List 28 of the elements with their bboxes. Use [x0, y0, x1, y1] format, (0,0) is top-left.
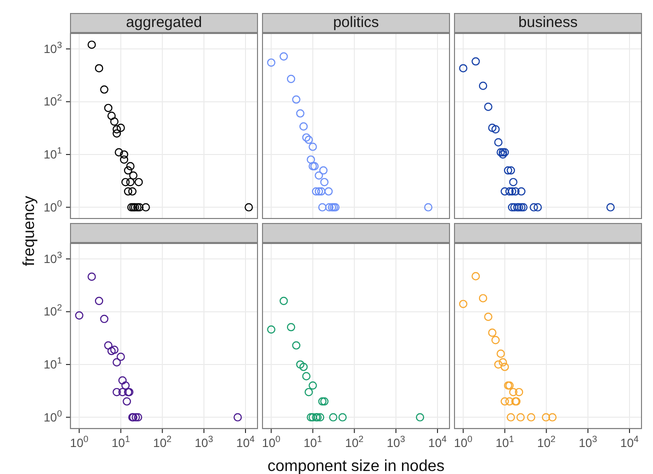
y-tick-label: 10$^{1}$ — [44, 355, 62, 372]
x-tick-label: 10$^{4}$ — [620, 434, 639, 450]
y-tick-label: 10$^{1}$ — [44, 145, 62, 162]
y-tick-label: 10$^{2}$ — [44, 92, 62, 109]
chart-title: aggregated — [126, 14, 202, 31]
y-tick-label: 10$^{3}$ — [44, 250, 62, 266]
x-tick-label: 10$^{4}$ — [428, 434, 447, 450]
chart-title: business — [518, 14, 578, 31]
x-axis-title: component size in nodes — [266, 458, 446, 474]
chart-title: politics — [333, 14, 379, 31]
x-tick-label: 10$^{4}$ — [236, 434, 255, 450]
x-tick-label: 10$^{2}$ — [537, 434, 556, 450]
x-tick-label: 10$^{0}$ — [262, 434, 280, 450]
x-tick-label: 10$^{3}$ — [386, 434, 406, 450]
y-tick-label: 10$^{2}$ — [44, 302, 62, 319]
x-tick-label: 10$^{2}$ — [345, 434, 364, 450]
y-tick-label: 10$^{3}$ — [44, 40, 62, 56]
x-tick-label: 10$^{3}$ — [578, 434, 598, 450]
x-tick-label: 10$^{1}$ — [112, 434, 130, 450]
x-tick-label: 10$^{1}$ — [304, 434, 322, 450]
x-tick-label: 10$^{0}$ — [454, 434, 472, 450]
x-tick-label: 10$^{0}$ — [70, 434, 88, 450]
x-tick-label: 10$^{2}$ — [153, 434, 172, 450]
x-tick-label: 10$^{1}$ — [496, 434, 514, 450]
x-tick-label: 10$^{3}$ — [194, 434, 214, 450]
y-axis-title: frequency — [21, 196, 39, 266]
y-tick-label: 10$^{0}$ — [44, 198, 62, 214]
y-tick-label: 10$^{0}$ — [44, 408, 62, 424]
